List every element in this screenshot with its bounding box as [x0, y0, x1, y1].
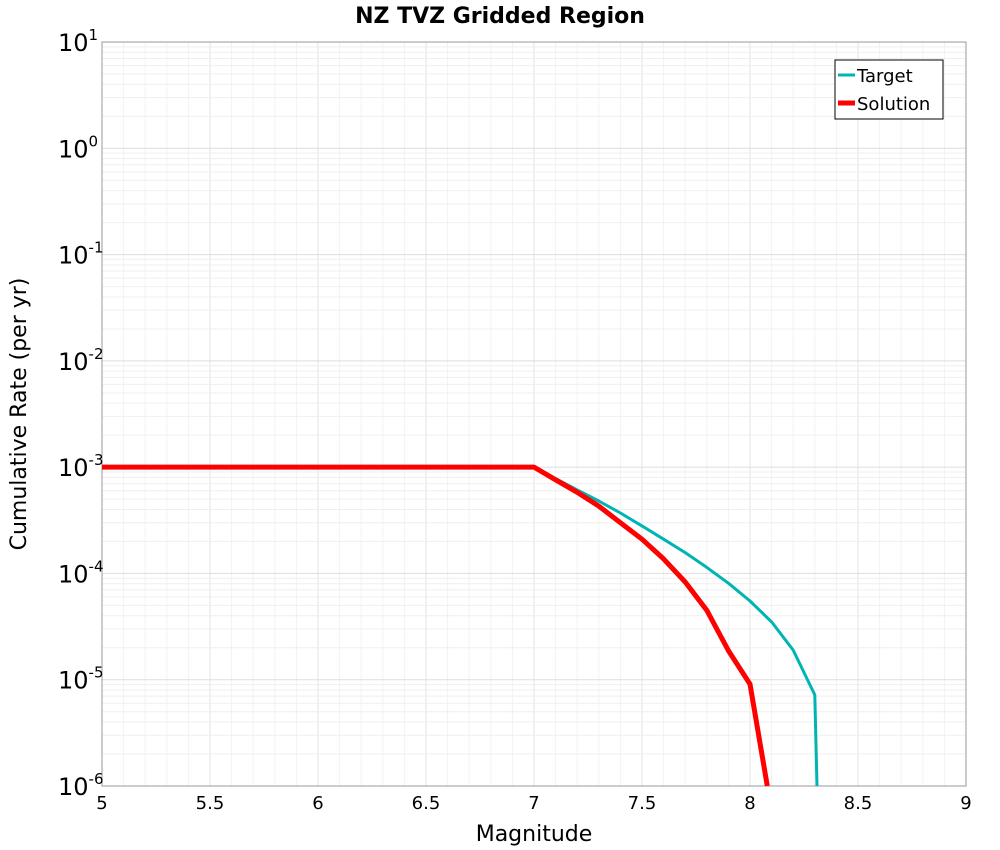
legend-target-label: Target — [856, 66, 913, 87]
x-tick-label: 5.5 — [196, 793, 225, 814]
y-tick-label: 10-5 — [58, 664, 104, 695]
legend-solution-label: Solution — [857, 94, 930, 115]
y-tick-label: 10-4 — [58, 557, 104, 588]
series-line-solution — [102, 464, 770, 787]
x-tick-label: 5 — [96, 793, 107, 814]
series-layer — [102, 464, 819, 787]
legend: Target Solution — [834, 59, 944, 120]
y-tick-label: 10-3 — [58, 451, 104, 482]
chart-title: NZ TVZ Gridded Region — [355, 4, 645, 29]
x-tick-label: 8.5 — [844, 793, 873, 814]
y-tick-label: 100 — [58, 132, 98, 163]
grid-lines — [101, 42, 967, 787]
y-tick-label: 10-6 — [58, 770, 104, 801]
y-tick-label: 10-2 — [58, 345, 104, 376]
y-tick-labels: 101 100 10-1 10-2 10-3 10-4 10-5 10-6 — [58, 26, 104, 801]
x-tick-label: 8 — [744, 793, 755, 814]
x-tick-label: 6 — [312, 793, 323, 814]
plot-frame — [101, 41, 967, 787]
x-axis-label: Magnitude — [476, 822, 593, 847]
y-tick-label: 10-1 — [58, 239, 104, 270]
x-tick-labels: 5 5.5 6 6.5 7 7.5 8 8.5 9 — [96, 793, 971, 814]
x-tick-label: 9 — [960, 793, 971, 814]
x-tick-label: 7 — [528, 793, 539, 814]
x-tick-label: 6.5 — [412, 793, 441, 814]
y-axis-label: Cumulative Rate (per yr) — [7, 278, 32, 551]
x-tick-label: 7.5 — [628, 793, 657, 814]
y-tick-label: 101 — [58, 26, 98, 57]
legend-box — [834, 59, 944, 120]
